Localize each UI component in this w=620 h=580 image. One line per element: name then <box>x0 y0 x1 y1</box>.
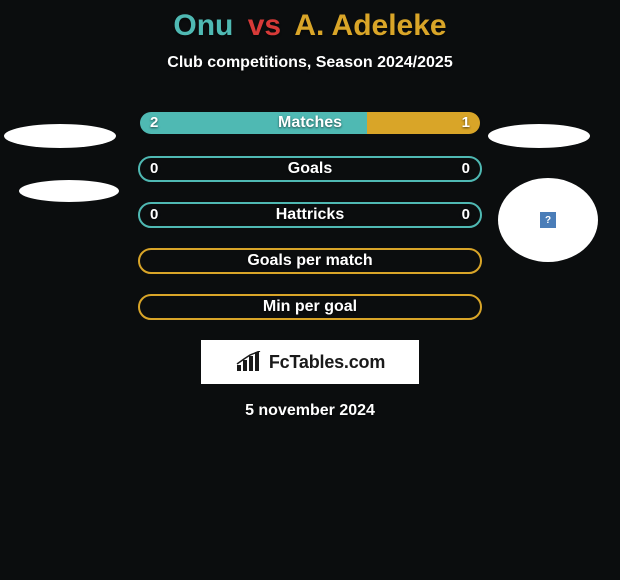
placeholder-badge: ? <box>540 212 556 228</box>
subtitle: Club competitions, Season 2024/2025 <box>0 54 620 72</box>
left-ellipse-2 <box>19 180 119 202</box>
stat-row: 21Matches <box>138 110 482 136</box>
stat-value-right: 0 <box>462 204 470 226</box>
player1-name: Onu <box>173 9 233 42</box>
stat-value-right: 0 <box>462 158 470 180</box>
left-ellipse-1 <box>4 124 116 148</box>
stats-list: 21Matches00Goals00HattricksGoals per mat… <box>138 110 482 320</box>
date-line: 5 november 2024 <box>0 402 620 420</box>
right-ellipse <box>488 124 590 148</box>
stat-label: Goals per match <box>140 250 480 272</box>
stat-row: 0 0Hattricks <box>138 202 482 228</box>
stat-value-right: 1 <box>462 112 470 134</box>
stat-label: Min per goal <box>140 296 480 318</box>
fctables-logo: FcTables.com <box>201 340 419 384</box>
logo-bars-icon <box>235 351 263 373</box>
player2-name: A. Adeleke <box>294 9 446 42</box>
stat-label: Goals <box>140 158 480 180</box>
stats-comparison-card: Onu vs A. Adeleke Club competitions, Sea… <box>0 0 620 580</box>
vs-label: vs <box>248 9 281 42</box>
stat-label: Hattricks <box>140 204 480 226</box>
stat-value-left: 0 <box>150 204 158 226</box>
title-row: Onu vs A. Adeleke <box>0 0 620 44</box>
right-avatar-circle: ? <box>498 178 598 262</box>
stat-row: Goals per match <box>138 248 482 274</box>
question-icon: ? <box>545 215 551 226</box>
stat-value-left: 2 <box>150 112 158 134</box>
logo-text: FcTables.com <box>269 352 385 373</box>
stat-row: Min per goal <box>138 294 482 320</box>
stat-fill-left <box>140 112 367 134</box>
stat-value-left: 0 <box>150 158 158 180</box>
stat-row: 0 0Goals <box>138 156 482 182</box>
